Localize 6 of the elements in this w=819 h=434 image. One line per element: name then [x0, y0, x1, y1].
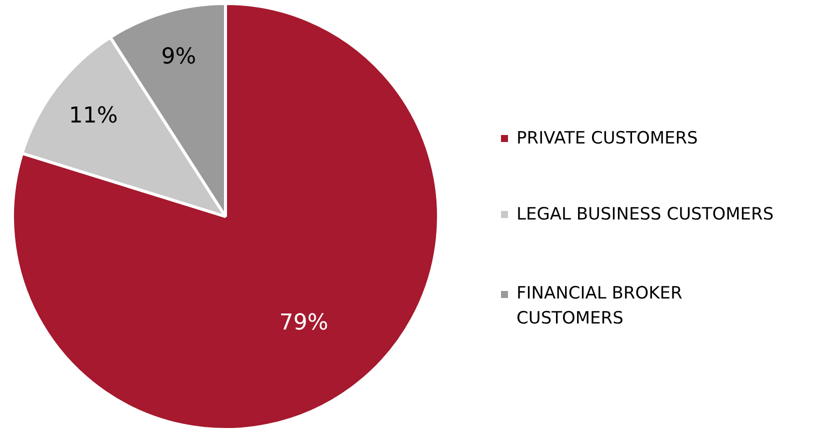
legend-label: PRIVATE CUSTOMERS	[516, 128, 698, 148]
legend-label: LEGAL BUSINESS CUSTOMERS	[516, 204, 774, 224]
data-label: 11%	[68, 103, 118, 128]
data-label: 9%	[161, 44, 196, 70]
legend-label: FINANCIAL BROKER CUSTOMERS	[516, 284, 682, 328]
data-label: 79%	[279, 310, 328, 336]
